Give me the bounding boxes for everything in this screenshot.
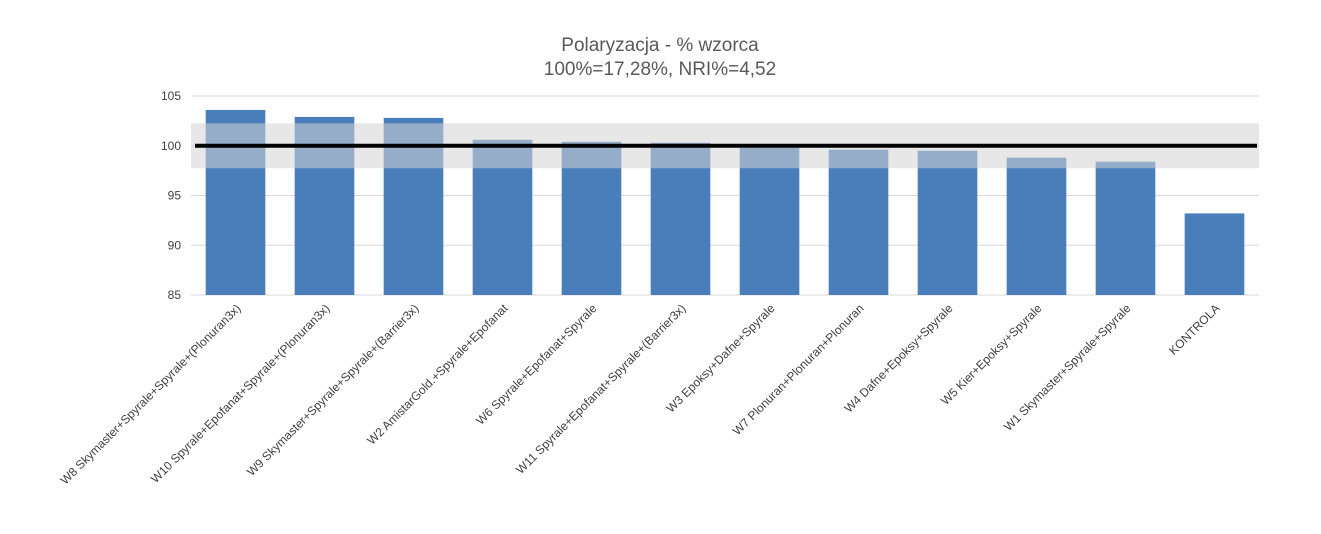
x-tick-label: W5 Kier+Epoksy+Spyrale: [938, 301, 1045, 408]
x-tick-label: W8 Skymaster+Spyrale+Spyrale+(Plonuran3x…: [58, 301, 244, 487]
bar: [917, 150, 978, 295]
chart-subtitle: 100%=17,28%, NRI%=4,52: [544, 59, 776, 80]
x-tick-label: W2 AmistarGold.+Spyrale+Epofanat: [364, 301, 511, 448]
bar: [739, 147, 800, 295]
y-tick-label: 85: [168, 288, 182, 302]
y-tick-label: 90: [168, 238, 182, 252]
bar: [828, 149, 889, 295]
bar: [1095, 161, 1156, 295]
y-tick-label: 105: [161, 89, 181, 103]
x-tick-label: KONTROLA: [1166, 301, 1223, 358]
bar: [1184, 213, 1245, 295]
x-axis-labels: W8 Skymaster+Spyrale+Spyrale+(Plonuran3x…: [58, 301, 1223, 488]
chart-title: Polaryzacja - % wzorca: [561, 35, 759, 56]
y-tick-label: 100: [161, 139, 181, 153]
y-axis-ticks: 85 90 95 100 105: [161, 89, 181, 302]
x-tick-label: W10 Spyrale+Epofanat+Spyrale+(Plonuran3x…: [148, 301, 333, 486]
x-tick-label: W9 Skymaster+Spyrale+Spyrale+(Barrier3x): [244, 301, 422, 479]
y-tick-label: 95: [168, 189, 182, 203]
x-tick-label: W11 Spyrale+Epofanat+Spyrale+(Barrier3x): [513, 301, 689, 477]
bar: [1006, 157, 1067, 295]
